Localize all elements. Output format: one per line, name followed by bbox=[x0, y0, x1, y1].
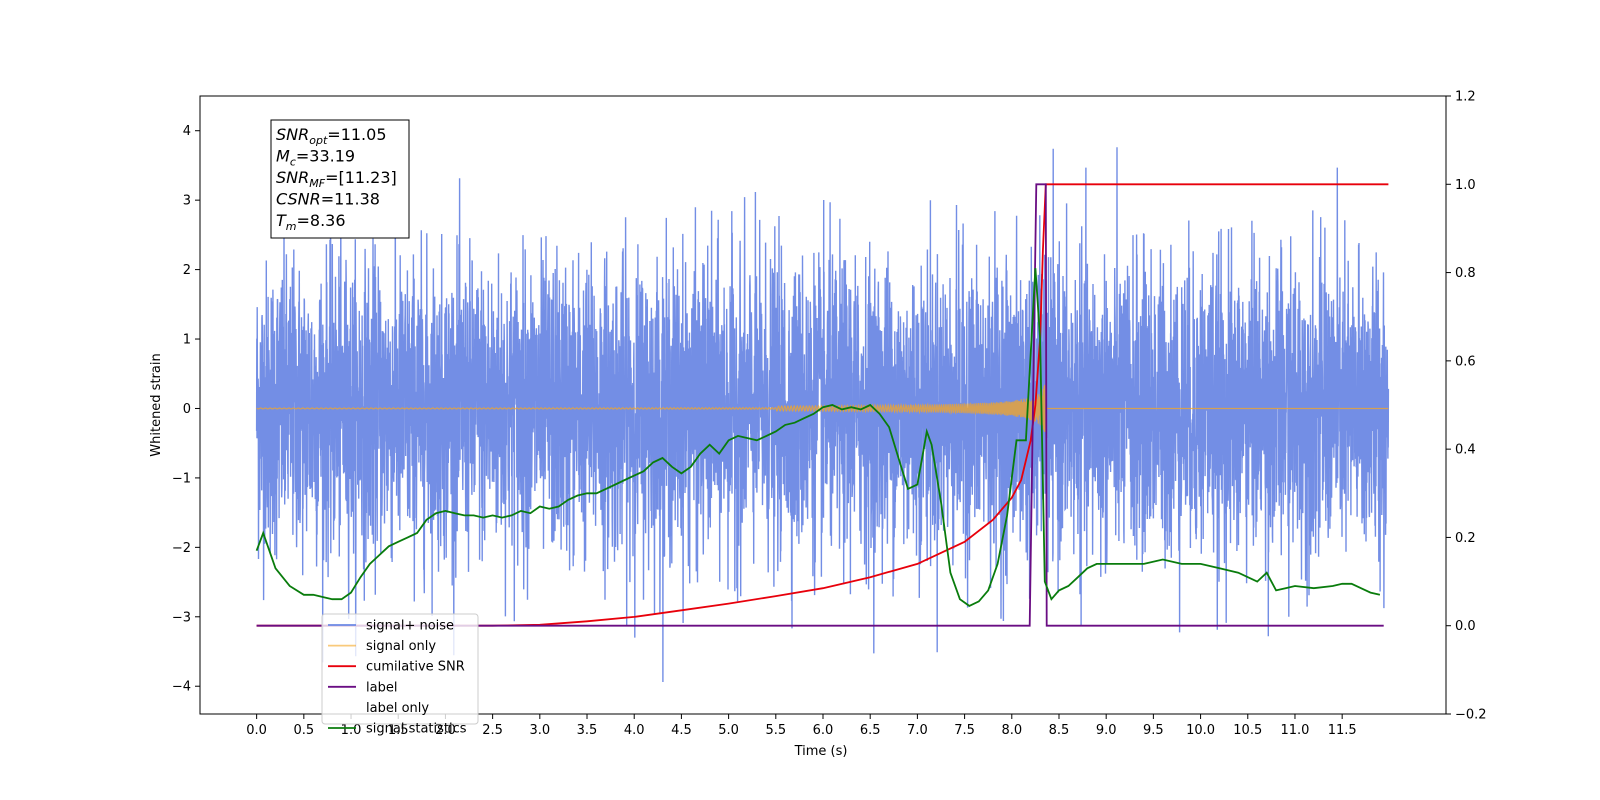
y-tick-label: 4 bbox=[183, 124, 191, 139]
x-tick-label: 11.5 bbox=[1328, 723, 1357, 738]
legend-item-signal-noise: signal+ noise bbox=[328, 619, 454, 634]
x-tick-label: 4.0 bbox=[624, 723, 645, 738]
legend-label: cumilative SNR bbox=[366, 660, 465, 675]
x-tick-label: 6.0 bbox=[813, 723, 834, 738]
annotation-box: SNRopt=11.05Mc=33.19SNRMF=[11.23]CSNR=11… bbox=[270, 119, 410, 239]
annotation-line: SNRopt=11.05 bbox=[276, 125, 387, 147]
x-axis-label: Time (s) bbox=[794, 744, 848, 759]
legend: signal+ noise signal only cumilative SNR la… bbox=[321, 613, 479, 737]
y-tick-label: 2 bbox=[183, 263, 191, 278]
y2-tick-label: 1.2 bbox=[1455, 90, 1476, 105]
x-tick-label: 9.5 bbox=[1143, 723, 1164, 738]
series-signal-only-line bbox=[256, 384, 1389, 432]
x-tick-label: 7.0 bbox=[907, 723, 928, 738]
y2-tick-label: 0.4 bbox=[1455, 443, 1476, 458]
x-tick-label: 4.5 bbox=[671, 723, 692, 738]
y-tick-label: 1 bbox=[183, 333, 191, 348]
x-tick-label: 2.0 bbox=[435, 723, 456, 738]
series-label-line bbox=[256, 183, 1384, 627]
annotation-line: Tm=8.36 bbox=[276, 211, 346, 233]
y-tick-label: −3 bbox=[172, 610, 191, 625]
x-tick-label: 8.5 bbox=[1049, 723, 1070, 738]
legend-label: label only bbox=[366, 701, 429, 716]
y-tick-label: −1 bbox=[172, 471, 191, 486]
y-tick-label: −4 bbox=[172, 680, 191, 695]
x-tick-label: 10.0 bbox=[1186, 723, 1215, 738]
x-tick-label: 6.5 bbox=[860, 723, 881, 738]
x-tick-label: 1.0 bbox=[341, 723, 362, 738]
legend-item-signal-only: signal only bbox=[328, 639, 436, 654]
series-cumilative-snr-line bbox=[256, 183, 1389, 627]
y2-tick-label: −0.2 bbox=[1455, 708, 1487, 723]
annotation-line: Mc=33.19 bbox=[276, 147, 355, 169]
annotation-line: SNRMF=[11.23] bbox=[276, 168, 397, 190]
legend-item-cumilative-snr: cumilative SNR bbox=[328, 660, 465, 675]
y-axis: −4 −3 −2 −1 0 1 2 3 4 bbox=[172, 124, 200, 695]
legend-label: label bbox=[366, 680, 397, 695]
y2-tick-label: 0.8 bbox=[1455, 266, 1476, 281]
x-tick-label: 1.5 bbox=[388, 723, 409, 738]
legend-label: signal only bbox=[366, 639, 436, 654]
y2-tick-label: 0.6 bbox=[1455, 354, 1476, 369]
series-signal-statistics-line bbox=[255, 268, 1381, 607]
legend-item-label-only: label only bbox=[366, 701, 429, 716]
x-tick-label: 0.5 bbox=[293, 723, 314, 738]
legend-label: signal statistics bbox=[366, 722, 467, 737]
x-tick-label: 3.5 bbox=[577, 723, 598, 738]
x-tick-label: 11.0 bbox=[1280, 723, 1309, 738]
x-tick-label: 5.0 bbox=[718, 723, 739, 738]
x-tick-label: 7.5 bbox=[954, 723, 975, 738]
series-signal-noise-line bbox=[255, 147, 1390, 683]
x-tick-label: 9.0 bbox=[1096, 723, 1117, 738]
y2-tick-label: 0.2 bbox=[1455, 531, 1476, 546]
y-tick-label: 0 bbox=[183, 402, 191, 417]
x-tick-label: 5.5 bbox=[765, 723, 786, 738]
y-axis-label: Whitened strain bbox=[149, 353, 164, 456]
x-axis: 0.0 0.5 1.0 1.5 2.0 2.5 3.0 3.5 4.0 4.5 5.0 5.5 6.0 6… bbox=[246, 714, 1357, 738]
x-tick-label: 3.0 bbox=[529, 723, 550, 738]
x-tick-label: 0.0 bbox=[246, 723, 267, 738]
x-tick-label: 10.5 bbox=[1233, 723, 1262, 738]
y-tick-label: 3 bbox=[183, 194, 191, 209]
x-tick-label: 8.0 bbox=[1001, 723, 1022, 738]
legend-label: signal+ noise bbox=[366, 619, 454, 634]
y2-tick-label: 1.0 bbox=[1455, 178, 1476, 193]
x-tick-label: 2.5 bbox=[482, 723, 503, 738]
annotation-line: CSNR=11.38 bbox=[276, 190, 380, 209]
legend-item-label: label bbox=[328, 680, 397, 695]
y-tick-label: −2 bbox=[172, 541, 191, 556]
y2-tick-label: 0.0 bbox=[1455, 619, 1476, 634]
legend-item-signal-statistics: signal statistics bbox=[328, 722, 467, 737]
y2-axis: −0.2 0.0 0.2 0.4 0.6 0.8 1.0 1.2 bbox=[1446, 90, 1487, 723]
